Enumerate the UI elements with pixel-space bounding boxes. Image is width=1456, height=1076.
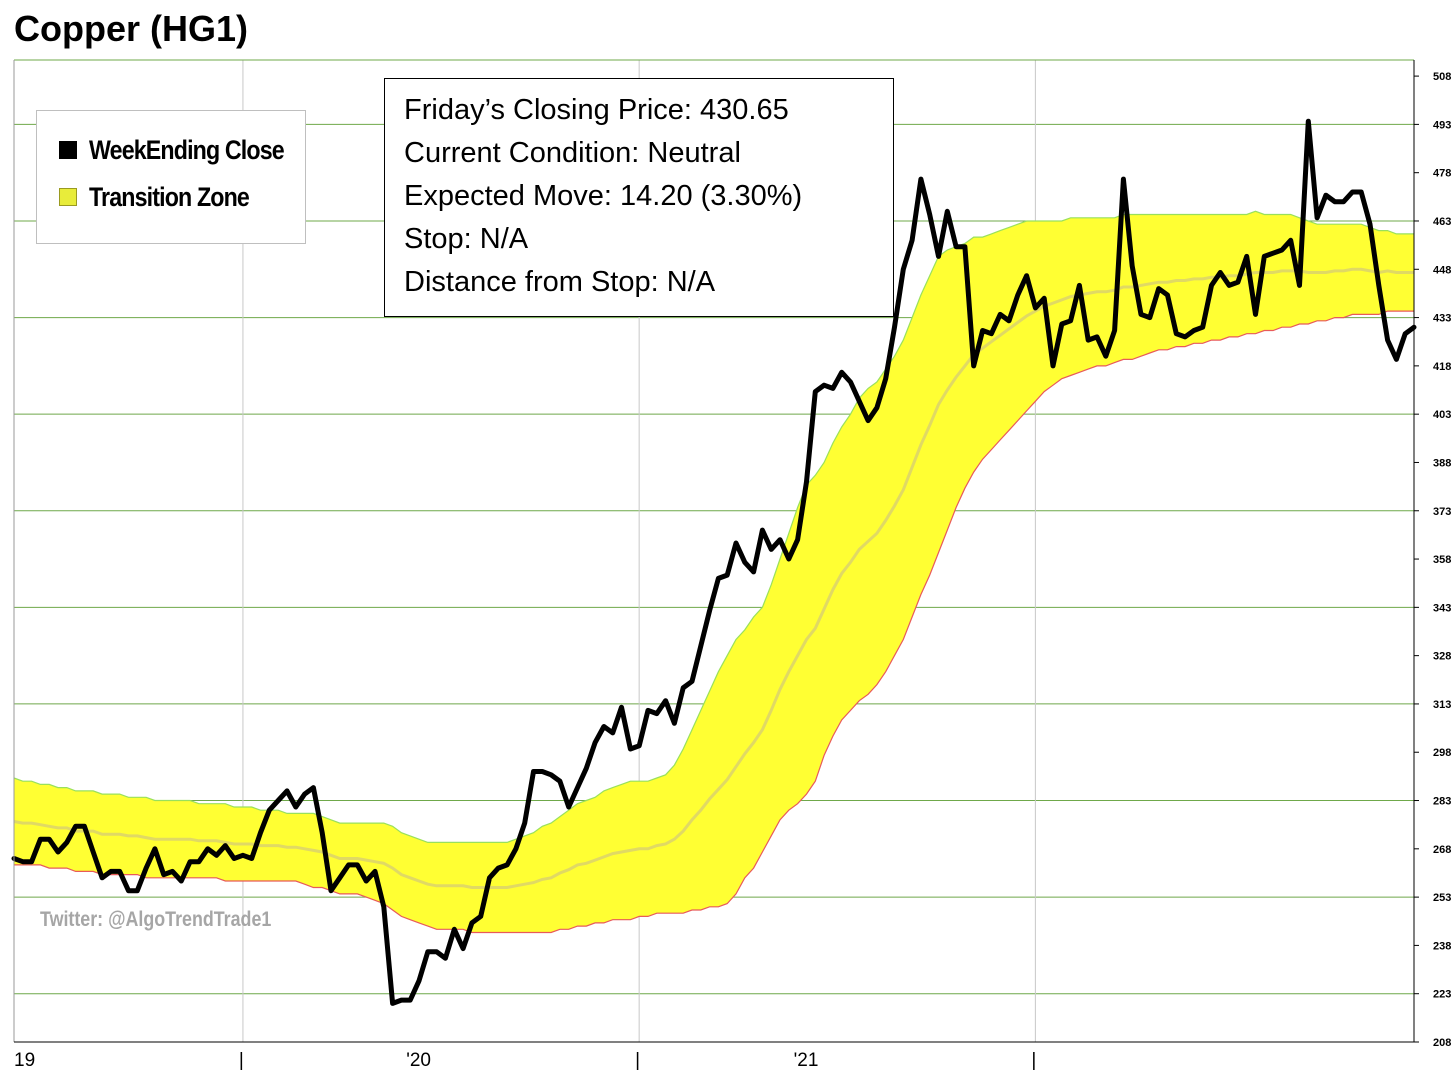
transition-zone-lower xyxy=(14,310,1414,934)
legend-label-close: WeekEnding Close xyxy=(89,134,285,165)
y-tick-label-478: 478 xyxy=(1433,168,1451,180)
legend-item-zone: Transition Zone xyxy=(59,181,275,212)
y-tick-label-268: 268 xyxy=(1433,844,1451,856)
transition-zone xyxy=(13,210,1414,934)
x-tick-label-4: '21 xyxy=(794,1050,819,1071)
x-axis-ticks: 19 | '20 | '21 | xyxy=(14,1050,1036,1071)
y-tick-label-388: 388 xyxy=(1433,457,1451,469)
y-tick-label-403: 403 xyxy=(1433,409,1451,421)
info-expected-move: Expected Move: 14.20 (3.30%) xyxy=(404,180,803,212)
y-tick-label-238: 238 xyxy=(1433,940,1451,952)
chart-title: Copper (HG1) xyxy=(14,8,248,49)
info-stop: Stop: N/A xyxy=(404,223,529,255)
chart-frame xyxy=(13,59,1415,1043)
y-tick-label-373: 373 xyxy=(1433,506,1451,518)
x-tick-label-2: '20 xyxy=(406,1050,431,1071)
y-tick-label-223: 223 xyxy=(1433,989,1451,1001)
x-tick-label-0: 19 xyxy=(14,1050,35,1071)
close-line xyxy=(11,118,1417,1006)
legend-label-zone: Transition Zone xyxy=(89,181,250,212)
y-tick-label-493: 493 xyxy=(1433,119,1451,131)
legend-swatch-close xyxy=(59,141,77,159)
x-tick-label-5: | xyxy=(1031,1050,1036,1071)
transition-zone-mid xyxy=(13,267,1414,889)
close-series xyxy=(11,118,1417,1006)
y-tick-label-328: 328 xyxy=(1433,651,1451,663)
x-tick-label-1: | xyxy=(239,1050,244,1071)
y-tick-label-283: 283 xyxy=(1433,796,1451,808)
y-tick-label-463: 463 xyxy=(1433,216,1451,228)
y-tick-label-343: 343 xyxy=(1433,602,1451,614)
transition-zone-fill xyxy=(14,211,1414,933)
legend: WeekEnding Close Transition Zone xyxy=(36,110,306,244)
transition-zone-upper xyxy=(13,210,1414,843)
y-tick-label-448: 448 xyxy=(1433,264,1451,276)
y-tick-label-253: 253 xyxy=(1433,892,1451,904)
info-current-condition: Current Condition: Neutral xyxy=(404,137,741,169)
legend-swatch-zone xyxy=(59,188,77,206)
y-tick-label-418: 418 xyxy=(1433,361,1451,373)
info-closing-price: Friday’s Closing Price: 430.65 xyxy=(404,94,789,126)
y-tick-label-358: 358 xyxy=(1433,554,1451,566)
info-distance-from-stop: Distance from Stop: N/A xyxy=(404,266,716,298)
y-axis-ticks: 208 223 238 253 268 283 298 313 328 343 358 373 388 4… xyxy=(1414,71,1451,1049)
y-tick-label-298: 298 xyxy=(1433,747,1451,759)
legend-item-close: WeekEnding Close xyxy=(59,134,316,165)
watermark: Twitter: @AlgoTrendTrade1 xyxy=(40,908,272,931)
y-tick-label-508: 508 xyxy=(1433,71,1451,83)
y-tick-label-313: 313 xyxy=(1433,699,1451,711)
x-tick-label-3: | xyxy=(635,1050,640,1071)
info-box: Friday’s Closing Price: 430.65 Current C… xyxy=(384,78,894,317)
y-tick-label-208: 208 xyxy=(1433,1037,1451,1049)
y-tick-label-433: 433 xyxy=(1433,313,1451,325)
